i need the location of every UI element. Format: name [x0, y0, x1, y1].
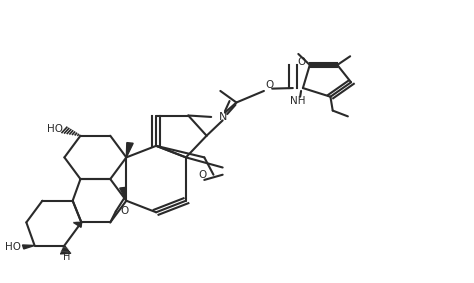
Text: O: O	[265, 80, 273, 89]
Polygon shape	[120, 187, 127, 201]
Text: HO: HO	[47, 123, 64, 134]
Text: O: O	[120, 206, 128, 216]
Text: H: H	[63, 252, 71, 262]
Polygon shape	[127, 143, 133, 157]
Text: HO: HO	[5, 242, 21, 252]
Text: O: O	[297, 57, 306, 67]
Text: O: O	[198, 170, 206, 180]
Text: N: N	[219, 112, 227, 122]
Polygon shape	[22, 245, 35, 249]
Text: NH: NH	[290, 96, 305, 106]
